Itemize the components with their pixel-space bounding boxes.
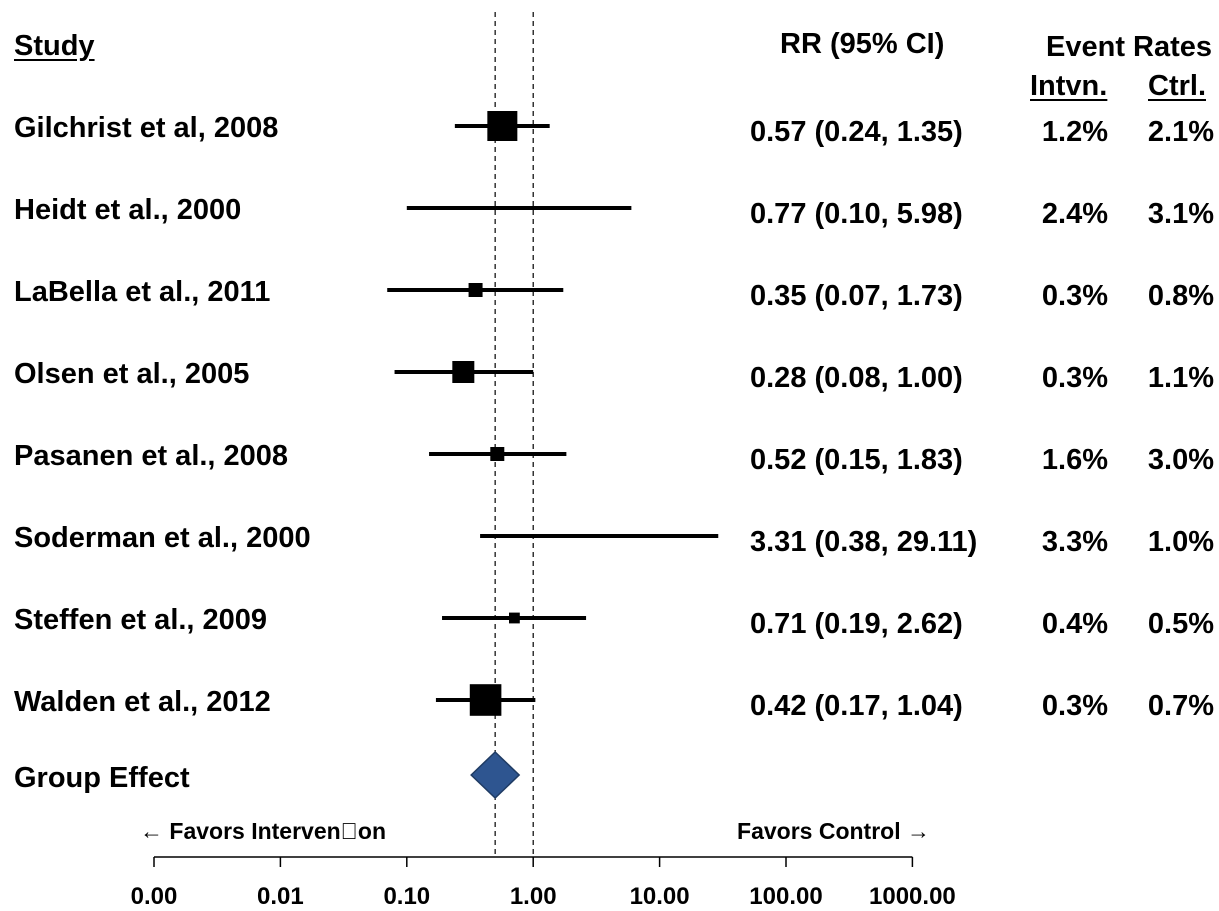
event-rates-header: Event Rates bbox=[1046, 31, 1213, 63]
x-tick-label: 0.01 bbox=[257, 883, 304, 910]
intervention-header: Intvn. bbox=[1030, 70, 1108, 102]
study-rr-ci: 0.42 (0.17, 1.04) bbox=[750, 690, 963, 722]
control-rate: 3.0% bbox=[1147, 444, 1214, 476]
control-rate: 0.7% bbox=[1147, 690, 1214, 722]
control-rate: 1.1% bbox=[1147, 362, 1214, 394]
study-name: Walden et al., 2012 bbox=[14, 686, 271, 718]
point-estimate bbox=[487, 111, 518, 141]
study-rr-ci: 0.35 (0.07, 1.73) bbox=[750, 280, 963, 312]
x-tick-label: 1.00 bbox=[510, 883, 557, 910]
control-rate: 1.0% bbox=[1147, 526, 1214, 558]
point-estimate bbox=[469, 684, 502, 716]
point-estimate bbox=[597, 534, 601, 538]
study-header: Study bbox=[14, 30, 95, 62]
favors-control-label: Favors Control → bbox=[737, 818, 930, 844]
x-tick-label: 10.00 bbox=[630, 883, 690, 910]
study-rr-ci: 0.57 (0.24, 1.35) bbox=[750, 116, 963, 148]
control-header: Ctrl. bbox=[1148, 70, 1206, 102]
x-tick-label: 1000.00 bbox=[869, 883, 956, 910]
point-estimate bbox=[452, 361, 475, 383]
study-name: LaBella et al., 2011 bbox=[14, 276, 271, 308]
favors-intervention-label: ← Favors Interven on bbox=[140, 818, 386, 844]
intervention-rate: 1.2% bbox=[1041, 116, 1108, 148]
study-rr-ci: 0.71 (0.19, 2.62) bbox=[750, 608, 963, 640]
intervention-rate: 0.4% bbox=[1041, 608, 1108, 640]
x-tick-label: 0.00 bbox=[131, 883, 178, 910]
intervention-rate: 0.3% bbox=[1041, 280, 1108, 312]
intervention-rate: 1.6% bbox=[1041, 444, 1108, 476]
pooled-diamond bbox=[470, 750, 521, 800]
study-name: Steffen et al., 2009 bbox=[14, 604, 268, 636]
point-estimate bbox=[468, 283, 483, 297]
study-name: Heidt et al., 2000 bbox=[14, 194, 242, 226]
intervention-rate: 2.4% bbox=[1041, 198, 1108, 230]
point-estimate bbox=[490, 447, 505, 461]
control-rate: 0.5% bbox=[1147, 608, 1214, 640]
intervention-rate: 0.3% bbox=[1041, 362, 1108, 394]
control-rate: 0.8% bbox=[1147, 280, 1214, 312]
study-rr-ci: 0.77 (0.10, 5.98) bbox=[750, 198, 963, 230]
intervention-rate: 0.3% bbox=[1041, 690, 1108, 722]
group-effect-label: Group Effect bbox=[14, 762, 190, 794]
point-estimate bbox=[517, 206, 521, 210]
study-name: Olsen et al., 2005 bbox=[14, 358, 250, 390]
control-rate: 3.1% bbox=[1147, 198, 1214, 230]
study-name: Gilchrist et al, 2008 bbox=[14, 112, 279, 144]
x-tick-label: 0.10 bbox=[383, 883, 430, 910]
intervention-rate: 3.3% bbox=[1041, 526, 1108, 558]
study-name: Pasanen et al., 2008 bbox=[14, 440, 289, 472]
study-rr-ci: 0.52 (0.15, 1.83) bbox=[750, 444, 963, 476]
study-name: Soderman et al., 2000 bbox=[14, 522, 311, 554]
x-tick-label: 100.00 bbox=[749, 883, 822, 910]
study-rr-ci: 0.28 (0.08, 1.00) bbox=[750, 362, 963, 394]
point-estimate bbox=[508, 612, 520, 624]
study-rr-ci: 3.31 (0.38, 29.11) bbox=[750, 526, 978, 558]
control-rate: 2.1% bbox=[1147, 116, 1214, 148]
rr-ci-header: RR (95% CI) bbox=[780, 28, 945, 60]
